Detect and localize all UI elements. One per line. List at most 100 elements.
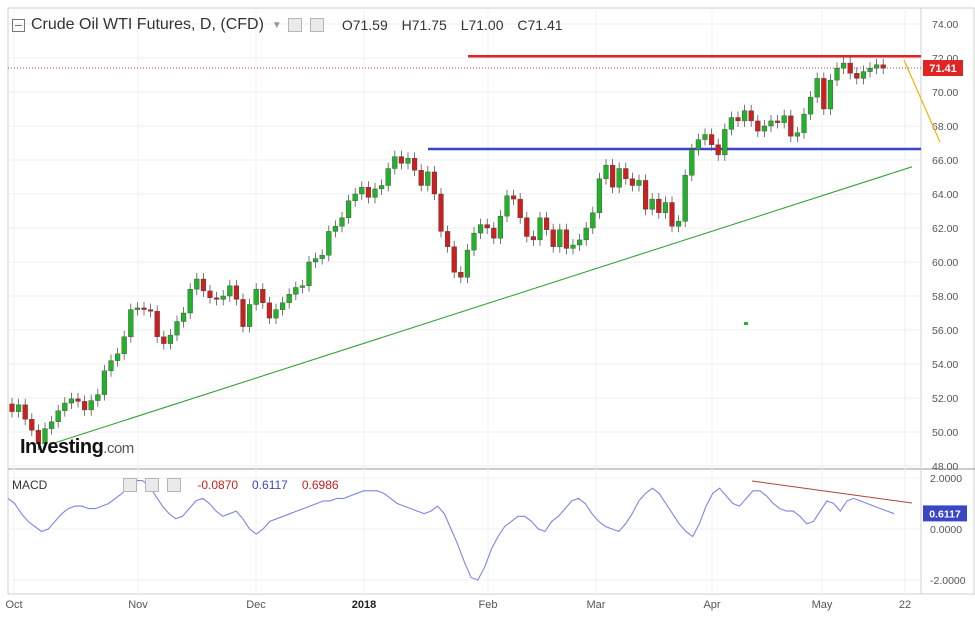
candle-down xyxy=(147,309,154,312)
candle-up xyxy=(689,149,695,176)
candle-down xyxy=(200,278,207,292)
candle-down xyxy=(213,297,220,300)
settings-icon[interactable] xyxy=(309,18,324,32)
close-icon[interactable] xyxy=(167,478,182,492)
candle-up xyxy=(808,96,814,115)
candle-up xyxy=(121,336,127,354)
candle-up xyxy=(794,132,801,137)
macd-tick-label: 0.0000 xyxy=(930,524,962,536)
candle-up xyxy=(834,67,840,81)
collapse-icon[interactable] xyxy=(12,18,25,32)
candle-down xyxy=(418,169,424,186)
candle-up xyxy=(385,168,391,186)
candle-down xyxy=(75,398,81,402)
logo-main-text: Investing xyxy=(20,436,104,458)
candle-down xyxy=(623,168,629,179)
candle-up xyxy=(359,186,365,195)
candle-up xyxy=(273,309,279,319)
candle-up xyxy=(16,404,22,412)
candle-up xyxy=(867,67,873,72)
candle-down xyxy=(669,202,675,227)
candle-down xyxy=(524,217,530,237)
candle-down xyxy=(735,117,741,122)
candle-up xyxy=(814,78,820,98)
ohlc-values: O71.59 H71.75 L71.00 C71.41 xyxy=(342,17,573,33)
candle-up xyxy=(392,156,398,169)
candle-down xyxy=(154,311,160,337)
candle-up xyxy=(728,117,735,130)
candle-down xyxy=(656,198,662,213)
candle-down xyxy=(748,110,754,122)
candle-up xyxy=(649,198,655,210)
candle-up xyxy=(504,195,510,217)
investing-logo: Investing.com xyxy=(20,436,134,459)
close-value: C71.41 xyxy=(517,17,563,33)
candle-down xyxy=(854,73,860,79)
candle-up xyxy=(108,360,114,372)
candle-up xyxy=(874,64,880,69)
candle-up xyxy=(280,302,286,310)
eye-icon[interactable] xyxy=(287,18,302,32)
candle-up xyxy=(339,217,345,227)
candle-up xyxy=(596,178,603,213)
candle-down xyxy=(775,120,781,123)
candle-up xyxy=(313,258,319,263)
candle-up xyxy=(464,249,471,278)
time-tick-label: 2018 xyxy=(352,599,376,611)
eye-icon[interactable] xyxy=(123,478,138,492)
chevron-down-icon[interactable]: ▼ xyxy=(271,19,282,31)
candle-up xyxy=(425,171,431,186)
candle-down xyxy=(9,403,15,412)
uptrend-line xyxy=(51,166,913,445)
candle-up xyxy=(68,398,75,404)
candle-up xyxy=(332,226,339,232)
candle-down xyxy=(544,217,550,230)
candle-down xyxy=(847,62,853,74)
last-price-badge: 71.41 xyxy=(929,63,957,75)
price-tick-label: 70.00 xyxy=(932,87,958,99)
candle-up xyxy=(128,309,134,338)
time-tick-label: Oct xyxy=(5,599,22,611)
open-value: O71.59 xyxy=(341,17,388,33)
candle-up xyxy=(478,224,484,234)
candle-up xyxy=(299,285,306,288)
price-tick-label: 62.00 xyxy=(932,223,958,235)
candle-up xyxy=(174,321,180,336)
candle-up xyxy=(590,212,596,229)
candle-up xyxy=(220,295,226,300)
candle-up xyxy=(676,220,682,227)
candle-down xyxy=(610,164,616,188)
candle-down xyxy=(161,336,167,344)
candle-up xyxy=(471,232,477,251)
candle-up xyxy=(781,115,787,123)
time-tick-label: Dec xyxy=(246,599,266,611)
candle-down xyxy=(266,302,273,319)
price-tick-label: 52.00 xyxy=(932,393,958,405)
candle-down xyxy=(880,64,886,69)
macd-line xyxy=(7,480,895,581)
candle-up xyxy=(246,304,253,327)
candle-down xyxy=(81,401,88,411)
candle-down xyxy=(365,186,372,198)
candle-down xyxy=(788,115,794,137)
candle-up xyxy=(603,164,609,179)
candle-up xyxy=(319,254,325,259)
candle-up xyxy=(761,125,768,132)
macd-value-3: 0.6986 xyxy=(301,478,339,492)
candle-up xyxy=(194,278,200,290)
candle-up xyxy=(662,202,669,213)
macd-header: MACD -0.0870 0.6117 0.6986 xyxy=(12,478,339,492)
candle-down xyxy=(709,134,715,145)
candle-up xyxy=(557,229,563,247)
candle-up xyxy=(253,289,259,305)
settings-icon[interactable] xyxy=(145,478,160,492)
candle-up xyxy=(227,285,233,297)
candle-up xyxy=(346,200,352,219)
down-arrow-line xyxy=(903,59,941,143)
price-tick-label: 64.00 xyxy=(932,189,958,201)
candle-down xyxy=(431,171,438,195)
price-tick-label: 66.00 xyxy=(932,155,958,167)
candle-up xyxy=(537,217,543,241)
candle-up xyxy=(55,410,61,423)
